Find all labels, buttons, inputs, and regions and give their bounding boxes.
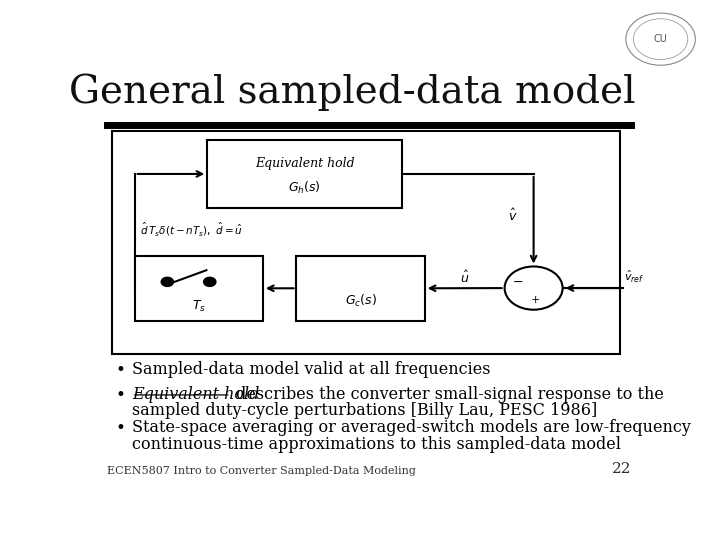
Text: Sampled-data model valid at all frequencies: Sampled-data model valid at all frequenc… [132, 361, 490, 378]
Text: $+$: $+$ [530, 294, 540, 306]
Text: $\hat{v}$: $\hat{v}$ [508, 208, 517, 224]
Text: General sampled-data model: General sampled-data model [69, 73, 636, 111]
Text: $G_h(s)$: $G_h(s)$ [289, 180, 321, 195]
Text: •: • [115, 419, 125, 437]
Text: sampled duty-cycle perturbations [Billy Lau, PESC 1986]: sampled duty-cycle perturbations [Billy … [132, 402, 597, 420]
Circle shape [505, 266, 562, 310]
Text: 22: 22 [612, 462, 631, 476]
Text: Equivalent hold: Equivalent hold [132, 386, 259, 403]
Text: State-space averaging or averaged-switch models are low-frequency: State-space averaging or averaged-switch… [132, 419, 690, 436]
Bar [135, 256, 263, 321]
Text: $-$: $-$ [512, 275, 523, 288]
Text: Equivalent hold: Equivalent hold [255, 157, 355, 170]
Text: continuous-time approximations to this sampled-data model: continuous-time approximations to this s… [132, 436, 621, 453]
Bar [112, 131, 620, 354]
Text: $G_c(s)$: $G_c(s)$ [345, 293, 377, 309]
Circle shape [204, 277, 216, 286]
Text: CU: CU [654, 34, 667, 44]
Text: describes the converter small-signal response to the: describes the converter small-signal res… [230, 386, 664, 403]
Text: $\hat{v}_{ref}$: $\hat{v}_{ref}$ [624, 268, 644, 285]
Text: •: • [115, 361, 125, 379]
Text: •: • [115, 386, 125, 404]
Text: $\hat{d}\,T_s\delta(t - nT_s),\ \hat{d} = \hat{u}$: $\hat{d}\,T_s\delta(t - nT_s),\ \hat{d} … [140, 220, 243, 238]
Text: ECEN5807 Intro to Converter Sampled-Data Modeling: ECEN5807 Intro to Converter Sampled-Data… [107, 465, 415, 476]
Bar [207, 140, 402, 208]
Text: $T_s$: $T_s$ [192, 299, 206, 314]
Circle shape [161, 277, 174, 286]
Text: $\hat{u}$: $\hat{u}$ [460, 270, 469, 286]
Bar [297, 256, 425, 321]
